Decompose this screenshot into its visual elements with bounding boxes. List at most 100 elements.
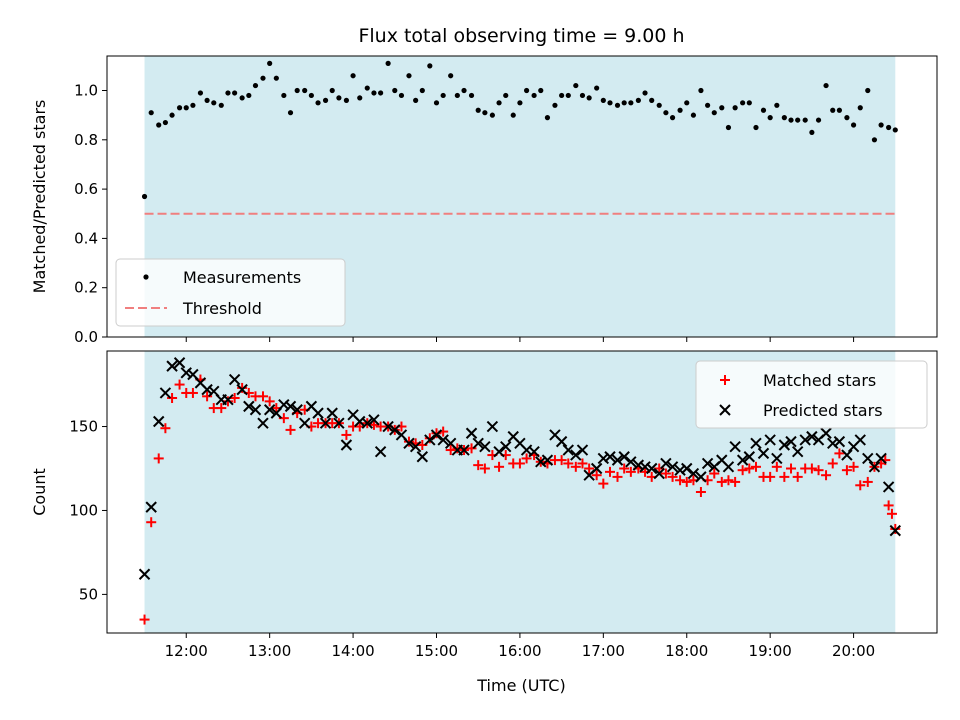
predicted-star-point [889,524,901,537]
predicted-star-point [590,462,603,475]
x-axis-label: Time (UTC) [476,676,565,695]
matched-star-point [886,508,897,519]
predicted-star-point [153,415,165,428]
predicted-star-point [687,467,700,480]
matched-star-point [285,424,296,435]
measurement-point [871,137,878,143]
measurement-point [503,92,509,99]
predicted-star-point [806,430,818,443]
predicted-star-point [625,456,637,468]
matched-star-point [890,523,901,534]
matched-star-point [160,423,171,434]
top_panel-y-axis-label: Matched/Predicted stars [30,100,49,294]
predicted-star-point [326,407,338,419]
measurement-point [642,90,648,96]
measurement-point [760,107,767,113]
matched-star-point [341,429,352,440]
measurement-point [579,92,586,99]
matched-star-point [841,465,852,476]
predicted-star-point [249,404,262,416]
predicted-star-point [368,414,380,426]
predicted-star-point [528,446,540,458]
matched-star-point [514,458,525,469]
matched-star-point [695,487,706,497]
legend-predicted-label: Predicted stars [763,401,883,420]
predicted-star-point [403,437,415,450]
top_panel-y-tick-label: 0.0 [74,328,98,346]
measurement-point [419,87,425,94]
matched-star-point [556,455,567,466]
bottom_panel-y-tick-label: 50 [79,585,98,603]
measurement-point [781,115,787,121]
predicted-star-point [674,464,686,476]
predicted-star-point [222,393,234,406]
predicted-star-point [479,440,491,453]
matched-star-point [716,476,727,487]
predicted-star-point [604,451,616,463]
measurement-point [544,115,551,121]
measurement-point [614,102,621,108]
measurement-point [552,102,558,108]
top-panel: 0.0 0.2 0.4 0.6 0.8 1.0 Matched/Predicted star… [30,55,938,346]
predicted-star-point [570,449,582,461]
predicted-star-point [875,452,887,465]
predicted-star-point [757,447,770,460]
matched-star-point [834,448,845,459]
matched-star-point [750,461,761,472]
matched-star-point [139,614,150,625]
measurement-point [392,87,398,94]
bottom_panel-y-tick-label: 150 [69,418,98,436]
predicted-star-point [632,459,645,471]
matched-star-point [146,517,157,528]
matched-star-point [494,461,505,472]
matched-star-point [813,465,824,476]
matched-star-point [821,470,832,481]
measurement-point [357,95,363,101]
measurement-point [649,97,655,103]
matched-star-point [619,463,630,474]
measurement-point [836,107,843,113]
measurement-point [461,87,467,94]
predicted-star-point [555,435,568,448]
matched-star-point [153,453,164,464]
predicted-star-point [389,424,401,436]
measurement-point [669,115,676,121]
predicted-star-point [778,439,791,451]
matched-star-point [264,396,275,407]
measurement-point [475,107,481,113]
measurement-point [302,87,308,94]
legend-matched-marker [720,375,730,385]
measurement-point [246,92,252,99]
top_panel-y-tick-label: 0.6 [74,180,98,198]
matched-star-point [431,428,442,439]
measurement-point [607,100,613,106]
matched-star-point [737,465,748,476]
matched-star-point [216,403,227,414]
top_panel-y-tick-label: 1.0 [74,82,98,100]
predicted-star-point [173,357,186,369]
predicted-star-point [618,451,630,463]
predicted-star-point [298,417,311,429]
matched-star-point [806,463,817,474]
predicted-star-point [180,367,192,379]
predicted-star-point [729,440,741,453]
measurement-point [294,87,300,94]
measurement-point [385,60,391,66]
matched-star-point [521,453,532,464]
predicted-star-point [695,471,707,483]
x-tick-label: 15:00 [415,642,458,660]
measurement-point [281,92,287,99]
top_panel-y-tick-label: 0.8 [74,131,98,149]
bottom_panel-y-tick-label: 100 [69,501,98,519]
predicted-star-point [465,427,478,439]
predicted-star-point [576,444,589,456]
predicted-star-point [646,462,658,475]
predicted-star-point [785,435,797,448]
measurement-point [565,92,571,99]
predicted-star-point [486,420,499,433]
matched-star-point [855,480,866,491]
measurement-point [371,90,377,96]
predicted-star-point [611,454,624,466]
measurement-point [865,87,871,94]
